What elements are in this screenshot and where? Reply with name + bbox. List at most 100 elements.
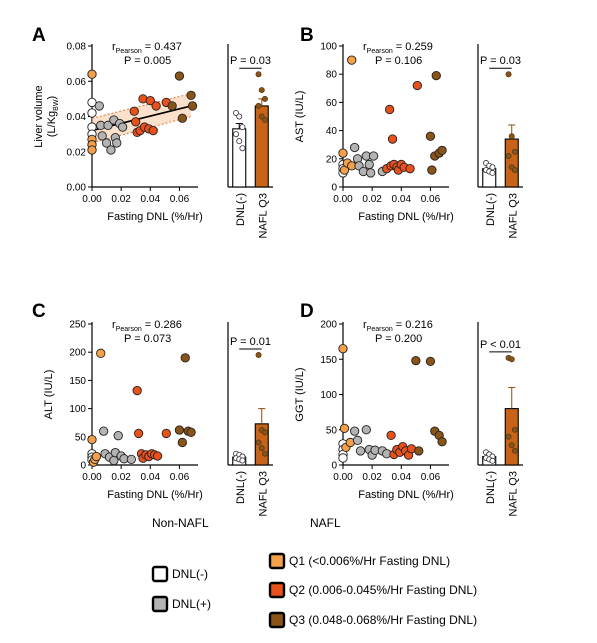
data-point-dnl_pos: [366, 168, 376, 178]
y-tick-label: 250: [69, 320, 86, 331]
data-point-q3: [411, 356, 421, 366]
data-point-q1: [338, 344, 348, 354]
data-point-dnl_pos: [355, 446, 366, 456]
x-tick-label: 0.06: [170, 194, 190, 205]
data-point-q2: [151, 101, 161, 111]
y-tick-label: 0.04: [67, 112, 87, 123]
x-tick-label: 0.00: [333, 472, 353, 483]
data-point-q3: [437, 145, 447, 155]
x-tick-label: 0.00: [82, 472, 102, 483]
data-point-dnl_pos: [103, 120, 113, 130]
y-axis-label: GGT (IU/L): [294, 367, 306, 421]
y-tick-label: 200: [320, 320, 337, 331]
data-point-q3: [414, 446, 424, 456]
bar-point: [489, 169, 496, 176]
data-point-dnl_pos: [99, 426, 109, 436]
data-point-q2: [129, 106, 139, 116]
legend-label-dnl_neg: DNL(-): [172, 567, 208, 581]
bar-point: [489, 164, 496, 171]
legend: Non-NAFL NAFL DNL(-) DNL(+) Q1 (<0.006%/Hr…: [151, 516, 477, 629]
stat-p: P = 0.200: [375, 333, 422, 345]
x-tick-label: 0.04: [141, 194, 161, 205]
bar-point: [505, 433, 512, 440]
stat-r: rPearson = 0.259: [363, 41, 433, 55]
data-point-q3: [174, 425, 185, 435]
y-tick-label: 100: [320, 42, 337, 53]
p-value-label: P = 0.03: [480, 55, 521, 67]
data-point-dnl_pos: [94, 101, 104, 111]
p-value-label: P < 0.01: [480, 339, 521, 351]
stat-r: rPearson = 0.437: [112, 41, 182, 55]
data-point-dnl_pos: [350, 426, 360, 436]
stat-p: P = 0.106: [375, 55, 422, 67]
bar-point: [489, 457, 496, 464]
bar-point: [261, 429, 268, 436]
data-point-q3: [187, 101, 198, 111]
bar-category-label: NAFL Q3: [258, 471, 270, 516]
bar-point: [511, 167, 518, 174]
y-tick-label: 0: [80, 461, 86, 472]
data-point-q3: [427, 165, 437, 175]
data-point-q3: [180, 353, 190, 363]
bar-category-label: NAFL Q3: [508, 471, 520, 516]
data-point-q3: [177, 437, 187, 448]
x-tick-label: 0.06: [421, 472, 441, 483]
y-tick-label: 0.00: [67, 183, 87, 194]
legend-swatch-q1: [268, 552, 286, 570]
bar-point: [261, 450, 268, 457]
legend-label-q2: Q2 (0.006-0.045%/Hr Fasting DNL): [289, 583, 477, 597]
data-point-q1: [347, 55, 357, 65]
legend-nafl-title: NAFL: [310, 516, 341, 530]
ci-upper: [91, 93, 192, 119]
ci-lower: [91, 116, 192, 144]
data-point-q2: [384, 104, 395, 115]
y-tick-label: 80: [326, 70, 338, 81]
data-point-q2: [387, 134, 398, 144]
x-tick-label: 0.04: [392, 472, 412, 483]
bar-point: [511, 426, 518, 433]
x-tick-label: 0.04: [141, 472, 161, 483]
panel-c: C 0 50 100 150 200 250 0.00 0.02 0.04 0.06 Fasting …: [32, 301, 273, 516]
data-point-q2: [412, 80, 422, 91]
bar-point: [261, 95, 268, 102]
data-point-q3: [167, 101, 177, 111]
bar-point: [505, 152, 512, 159]
x-tick-label: 0.04: [392, 194, 412, 205]
data-point-dnl_pos: [350, 142, 360, 153]
y-tick-label: 60: [326, 98, 338, 109]
data-point-q1: [87, 145, 97, 155]
stat-p: P = 0.073: [124, 333, 171, 345]
bar-category-label: DNL(-): [235, 193, 247, 226]
data-point-q1: [91, 451, 102, 462]
bar-point: [261, 117, 268, 124]
legend-label-q1: Q1 (<0.006%/Hr Fasting DNL): [289, 554, 450, 568]
bar-nafl-q3: [504, 138, 519, 188]
bar-point: [255, 439, 262, 446]
panel-letter: B: [300, 25, 314, 46]
data-point-dnl_pos: [368, 151, 379, 161]
y-axis-label: ALT (IU/L): [43, 370, 55, 420]
bar-point: [505, 71, 512, 78]
y-axis-label: Liver volume: [33, 85, 45, 147]
panel-letter: C: [32, 301, 46, 322]
data-point-q2: [148, 125, 158, 136]
y-tick-label: 150: [69, 376, 86, 387]
y-tick-label: 150: [320, 355, 337, 366]
data-point-dnl_pos: [352, 435, 363, 445]
y-tick-label: 50: [75, 432, 87, 443]
bar-point: [239, 457, 246, 464]
bar-point: [239, 145, 246, 152]
data-point-q2: [132, 385, 142, 396]
y-axis-unit: (L/KgBW): [46, 96, 60, 137]
data-point-dnl_pos: [97, 131, 107, 141]
legend-swatch-dnl_pos: [151, 595, 169, 613]
panel-letter: A: [32, 25, 46, 46]
data-point-dnl_pos: [126, 454, 136, 465]
legend-label-dnl_pos: DNL(+): [172, 597, 211, 611]
bar-point: [236, 113, 243, 120]
legend-swatch-dnl_neg: [151, 565, 169, 583]
data-point-dnl_neg: [338, 453, 348, 463]
data-point-q2: [152, 451, 163, 461]
data-point-dnl_pos: [364, 159, 374, 170]
data-point-q2: [161, 428, 171, 439]
